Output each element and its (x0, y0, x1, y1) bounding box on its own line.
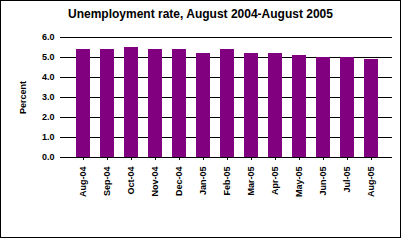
svg-text:0.0: 0.0 (42, 152, 55, 162)
svg-text:Sep-04: Sep-04 (102, 167, 112, 197)
svg-text:4.0: 4.0 (42, 72, 55, 82)
svg-text:Feb-05: Feb-05 (222, 167, 232, 196)
svg-text:Dec-04: Dec-04 (174, 167, 184, 197)
svg-text:Jun-05: Jun-05 (318, 167, 328, 196)
svg-text:Percent: Percent (18, 81, 28, 114)
svg-text:Mar-05: Mar-05 (246, 167, 256, 196)
html-text:Unemployment rate, August 2004: Unemployment rate, August 2004-August 20… (68, 7, 333, 21)
svg-text:Apr-05: Apr-05 (270, 167, 280, 196)
svg-text:Nov-04: Nov-04 (150, 167, 160, 197)
svg-text:2.0: 2.0 (42, 112, 55, 122)
svg-text:Aug-04: Aug-04 (78, 167, 88, 198)
svg-text:Aug-05: Aug-05 (366, 167, 376, 198)
svg-text:Jul-05: Jul-05 (342, 167, 352, 193)
svg-text:May-05: May-05 (294, 167, 304, 198)
svg-text:1.0: 1.0 (42, 132, 55, 142)
svg-text:5.0: 5.0 (42, 52, 55, 62)
svg-text:Jan-05: Jan-05 (198, 167, 208, 196)
svg-text:3.0: 3.0 (42, 92, 55, 102)
svg-text:6.0: 6.0 (42, 32, 55, 42)
svg-text:Oct-04: Oct-04 (126, 167, 136, 195)
